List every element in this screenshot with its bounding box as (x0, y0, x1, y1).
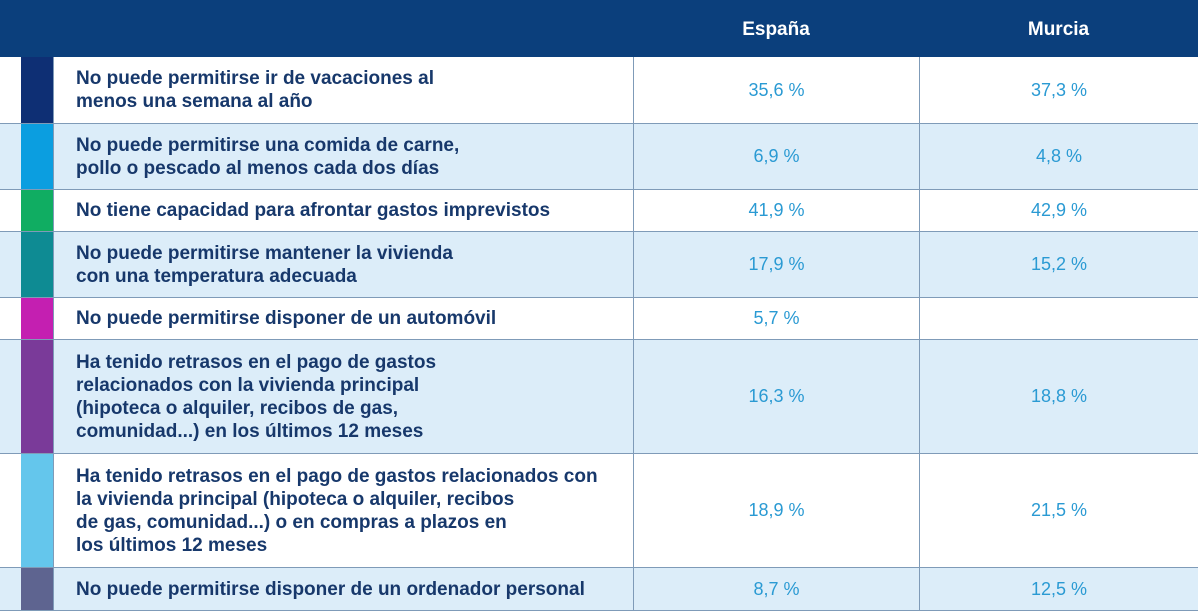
value-cell: 17,9 % (633, 232, 919, 297)
value-cell: 21,5 % (919, 454, 1198, 567)
table-row: No puede permitirse mantener la vivienda… (0, 232, 1198, 298)
value-cell: 4,8 % (919, 124, 1198, 189)
value-cell: 6,9 % (633, 124, 919, 189)
value-cell: 41,9 % (633, 190, 919, 231)
value-cell: 15,2 % (919, 232, 1198, 297)
table-row: No puede permitirse una comida de carne,… (0, 124, 1198, 190)
row-color-swatch (21, 190, 54, 231)
value-cell: 18,9 % (633, 454, 919, 567)
value-cell: 35,6 % (633, 57, 919, 123)
value-cell: 37,3 % (919, 57, 1198, 123)
row-label: No puede permitirse disponer de un orden… (53, 568, 633, 610)
row-label: No puede permitirse ir de vacaciones al … (53, 57, 633, 123)
row-label: No puede permitirse disponer de un autom… (53, 298, 633, 339)
table-row: No puede permitirse ir de vacaciones al … (0, 57, 1198, 124)
value-cell: 16,3 % (633, 340, 919, 453)
row-label: Ha tenido retrasos en el pago de gastos … (53, 454, 633, 567)
row-label: Ha tenido retrasos en el pago de gastos … (53, 340, 633, 453)
value-cell: 8,7 % (633, 568, 919, 610)
row-color-swatch (21, 340, 54, 453)
row-color-swatch (21, 124, 54, 189)
row-color-swatch (21, 57, 54, 123)
value-cell: 42,9 % (919, 190, 1198, 231)
value-cell (919, 298, 1198, 339)
table-row: Ha tenido retrasos en el pago de gastos … (0, 454, 1198, 568)
row-color-swatch (21, 454, 54, 567)
row-label: No tiene capacidad para afrontar gastos … (53, 190, 633, 231)
column-header: Murcia (1027, 19, 1090, 40)
row-color-swatch (21, 568, 54, 610)
column-header: España (742, 19, 810, 40)
row-label: No puede permitirse mantener la vivienda… (53, 232, 633, 297)
table-header: España Murcia (0, 0, 1198, 57)
table-row: No puede permitirse disponer de un autom… (0, 298, 1198, 340)
value-cell: 18,8 % (919, 340, 1198, 453)
row-label: No puede permitirse una comida de carne,… (53, 124, 633, 189)
row-color-swatch (21, 298, 54, 339)
value-cell: 12,5 % (919, 568, 1198, 610)
table-row: Ha tenido retrasos en el pago de gastos … (0, 340, 1198, 454)
table-row: No puede permitirse disponer de un orden… (0, 568, 1198, 611)
row-color-swatch (21, 232, 54, 297)
table-row: No tiene capacidad para afrontar gastos … (0, 190, 1198, 232)
value-cell: 5,7 % (633, 298, 919, 339)
